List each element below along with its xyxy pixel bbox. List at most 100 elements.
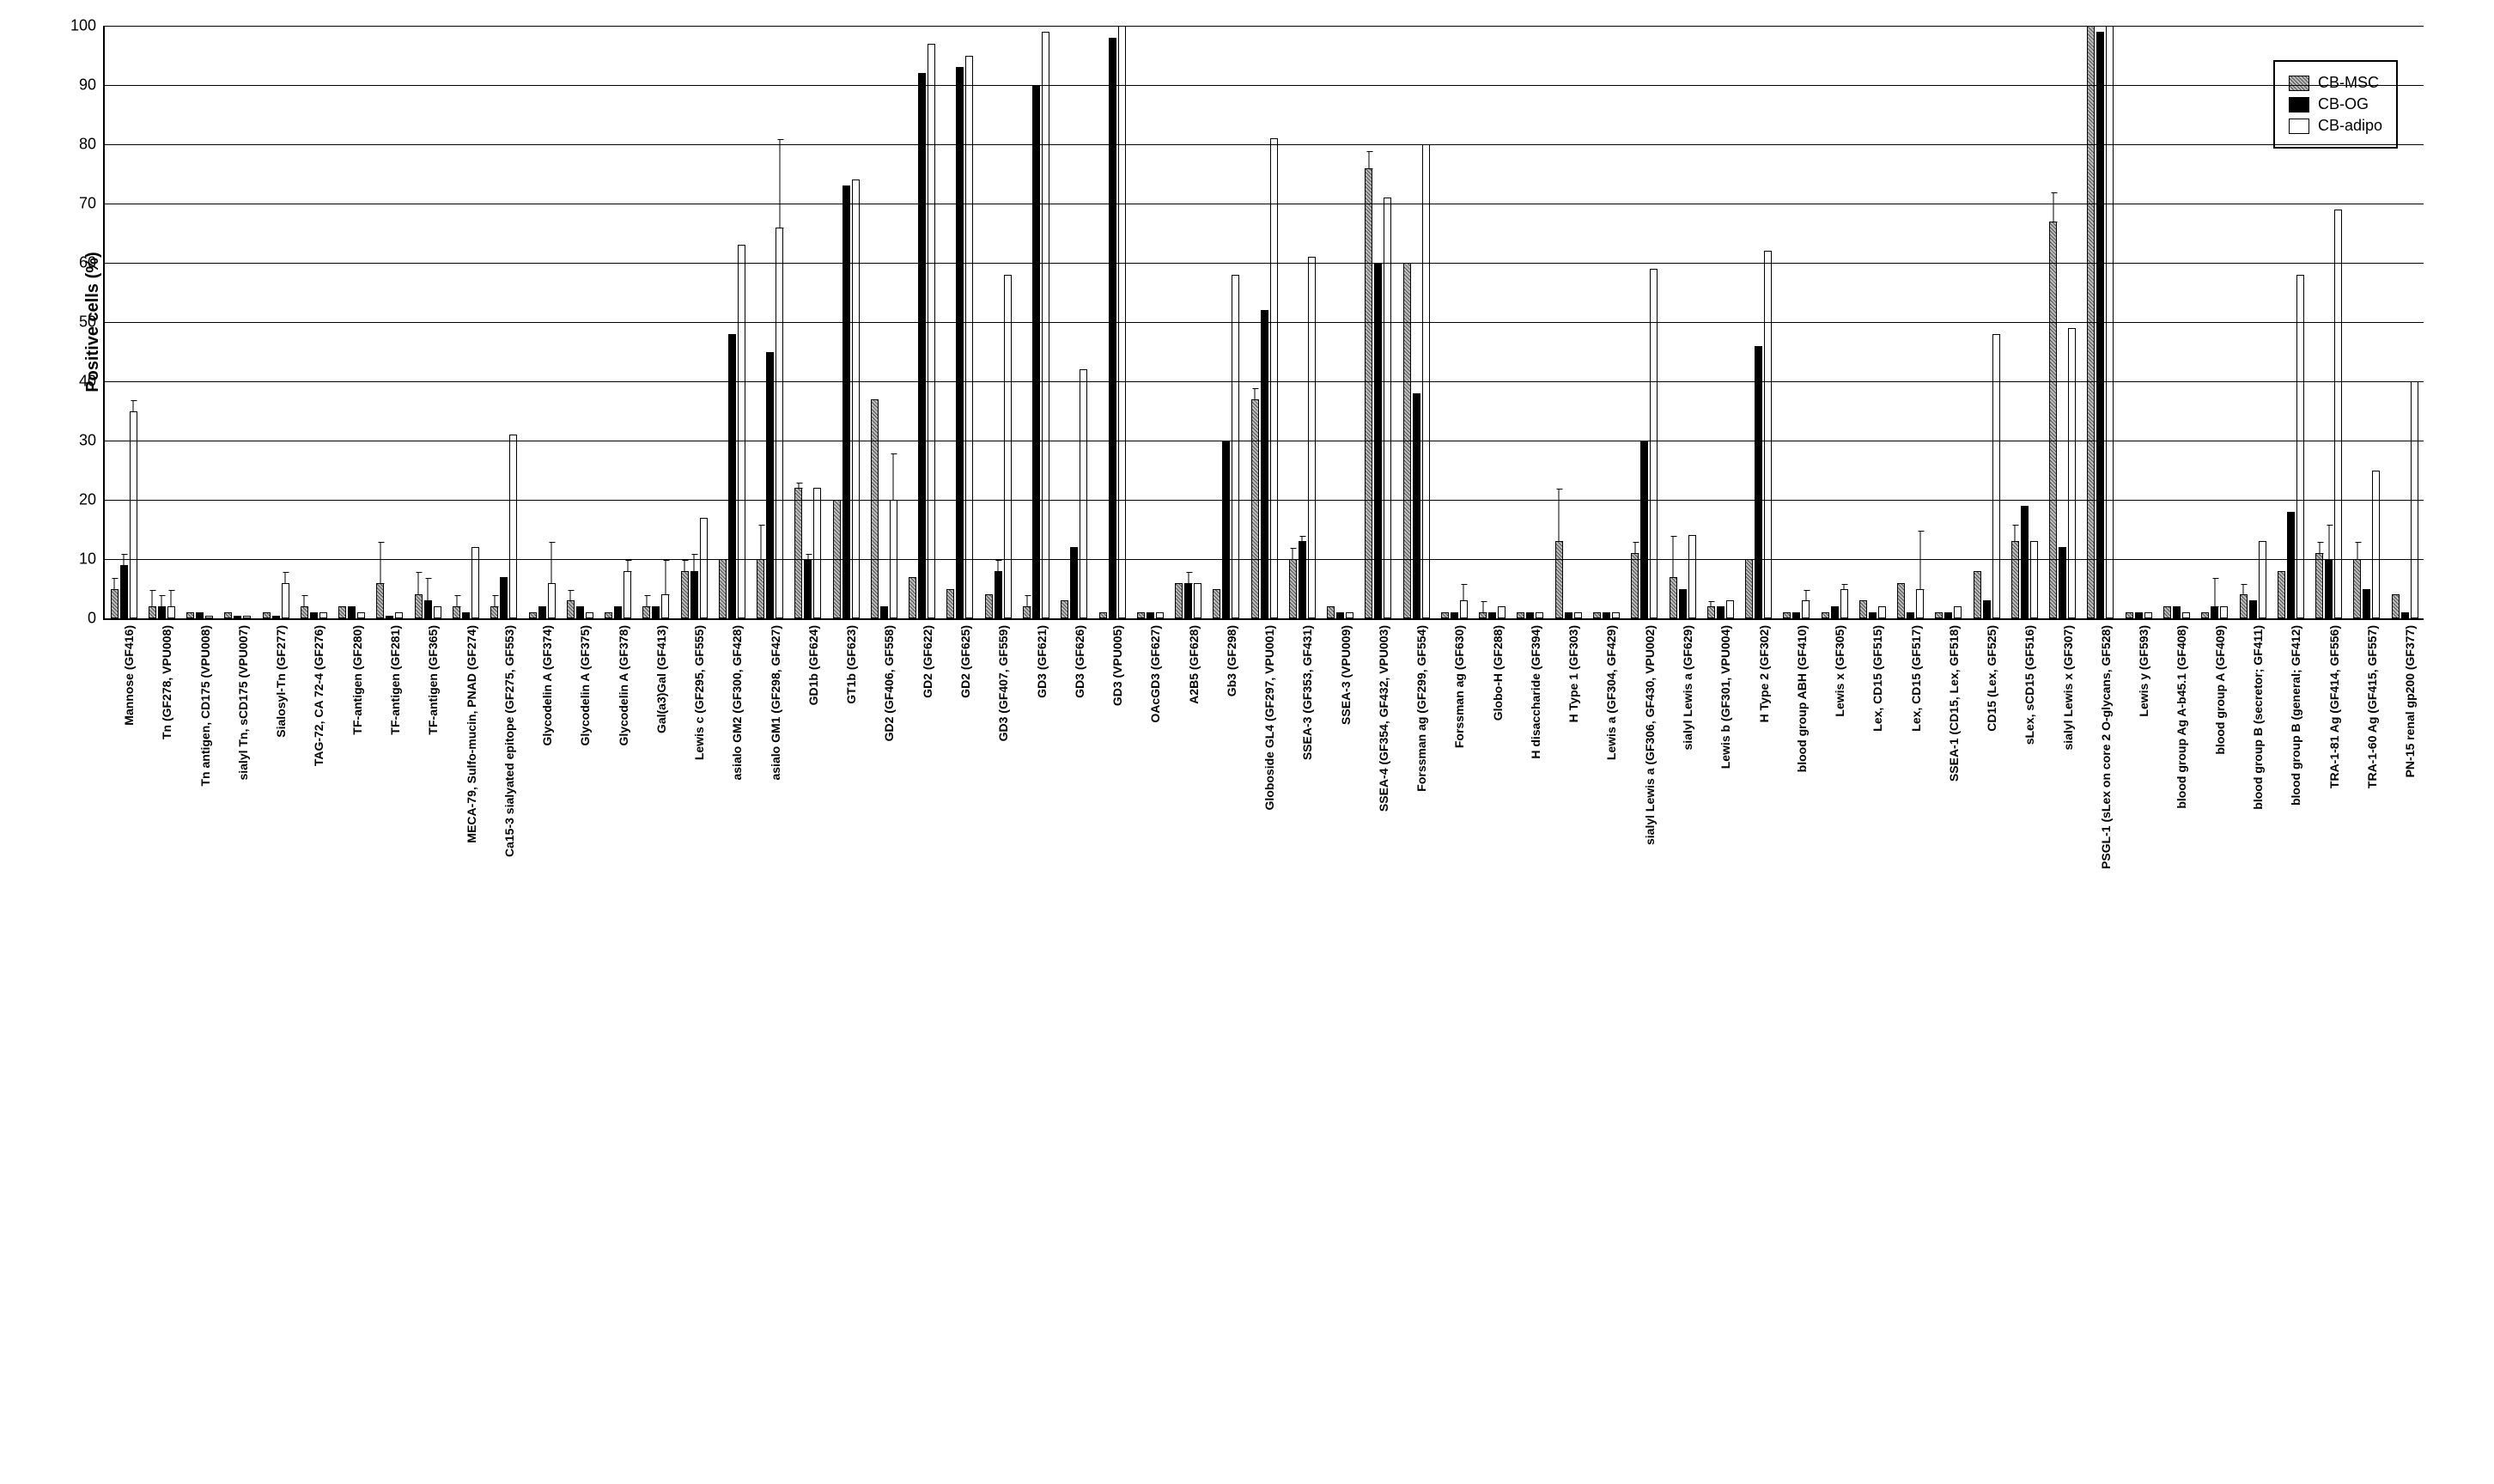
bar-adipo [1042, 32, 1049, 618]
bar-adipo [282, 583, 289, 618]
bar-adipo [1536, 612, 1543, 618]
errorbar [124, 554, 125, 566]
x-tick-label: SSEA-4 (GF354, GF432, VPU003) [1358, 620, 1396, 895]
bar-msc [1745, 559, 1753, 618]
x-tick-label: H Type 2 (GF302) [1737, 620, 1775, 895]
bar-adipo [2296, 275, 2304, 618]
bar-adipo [2030, 541, 2038, 618]
bar-msc [1365, 168, 1372, 618]
bar-adipo [130, 411, 137, 619]
x-tick-label: GD2 (GF406, GF558) [863, 620, 901, 895]
x-tick-label: sialyl Lewis x (GF307) [2042, 620, 2080, 895]
bar-og [842, 186, 850, 618]
bar-adipo [1308, 257, 1316, 618]
bar-og [956, 67, 964, 618]
x-tick-label: CD15 (Lex, GF525) [1966, 620, 2004, 895]
x-tick-label: Lex, CD15 (GF515) [1852, 620, 1889, 895]
x-tick-label: blood group B (general; GF412) [2270, 620, 2308, 895]
bar-og [462, 612, 470, 618]
gridline [105, 381, 2424, 382]
bar-adipo [509, 435, 517, 618]
bar-msc [1593, 612, 1601, 618]
bar-adipo [1992, 334, 2000, 618]
x-tick-label: sialyl Tn, sCD175 (VPU007) [217, 620, 255, 895]
gridline [105, 85, 2424, 86]
x-tick-label: H Type 1 (GF303) [1548, 620, 1585, 895]
bar-msc [909, 577, 916, 618]
bar-adipo [1384, 198, 1391, 618]
errorbar [1255, 388, 1256, 400]
x-tick-label: blood group Ag A-b45.1 (GF408) [2156, 620, 2193, 895]
bar-og [1032, 85, 1040, 618]
errorbar [570, 590, 571, 602]
x-tick-label: Tn antigen, CD175 (VPU008) [179, 620, 217, 895]
y-tick-label: 40 [79, 373, 105, 391]
bar-adipo [1574, 612, 1582, 618]
x-tick-label: blood group ABH (GF410) [1776, 620, 1814, 895]
x-tick-label: blood group B (secretor; GF411) [2232, 620, 2270, 895]
bar-adipo [548, 583, 556, 618]
errorbar [627, 560, 628, 572]
bar-og [1869, 612, 1877, 618]
gridline [105, 26, 2424, 27]
bar-og [1299, 541, 1306, 618]
bar-adipo [2372, 471, 2380, 619]
bar-adipo [1764, 251, 1772, 618]
x-tick-label: Lewis x (GF305) [1814, 620, 1852, 895]
x-tick-label: Tn (GF278, VPU008) [141, 620, 179, 895]
errorbar [1844, 584, 1845, 590]
bar-adipo [1498, 606, 1506, 618]
bar-og [1717, 606, 1725, 618]
bar-adipo [1688, 535, 1696, 618]
bar-msc [985, 594, 993, 618]
bar-adipo [2220, 606, 2228, 618]
bar-msc [1441, 612, 1449, 618]
bar-og [1336, 612, 1344, 618]
bar-adipo [1004, 275, 1012, 618]
y-tick-label: 70 [79, 195, 105, 213]
bar-msc [1631, 553, 1639, 618]
bar-msc [2240, 594, 2248, 618]
bar-msc [1707, 606, 1715, 618]
bar-adipo [319, 612, 327, 618]
errorbar [161, 595, 162, 607]
bar-adipo [813, 488, 821, 618]
errorbar [456, 595, 457, 607]
bar-msc [1137, 612, 1145, 618]
bar-msc [1061, 600, 1068, 618]
x-tick-label: sialyl Lewis a (GF306, GF430, VPU002) [1624, 620, 1662, 895]
errorbar [760, 525, 761, 560]
bar-og [2021, 506, 2029, 618]
bar-adipo [661, 594, 669, 618]
bar-msc [2163, 606, 2171, 618]
bar-og [500, 577, 508, 618]
errorbar [304, 595, 305, 607]
errorbar [2328, 525, 2329, 560]
x-tick-label: GD2 (GF625) [940, 620, 977, 895]
bar-adipo [395, 612, 403, 618]
bar-og [2173, 606, 2181, 618]
bar-msc [2011, 541, 2019, 618]
x-tick-label: H disaccharide (GF394) [1510, 620, 1548, 895]
bar-msc [605, 612, 612, 618]
bar-adipo [624, 571, 631, 618]
bar-msc [719, 559, 727, 618]
errorbar [1919, 531, 1920, 590]
errorbar [1634, 542, 1635, 554]
bar-og [880, 606, 888, 618]
x-tick-label: Gal(a3)Gal (GF413) [636, 620, 673, 895]
bar-msc [642, 606, 650, 618]
x-tick-label: SSEA-3 (GF353, GF431) [1281, 620, 1319, 895]
bar-og [2135, 612, 2143, 618]
errorbar [2319, 542, 2320, 554]
errorbar [1482, 601, 1483, 613]
bar-adipo [1612, 612, 1620, 618]
bar-msc [757, 559, 764, 618]
gridline [105, 263, 2424, 264]
errorbar [428, 578, 429, 602]
bar-msc [2392, 594, 2400, 618]
bar-og [424, 600, 432, 618]
errorbar [418, 572, 419, 596]
x-tick-label: GD2 (GF622) [902, 620, 940, 895]
x-tick-label: GT1b (GF623) [825, 620, 863, 895]
